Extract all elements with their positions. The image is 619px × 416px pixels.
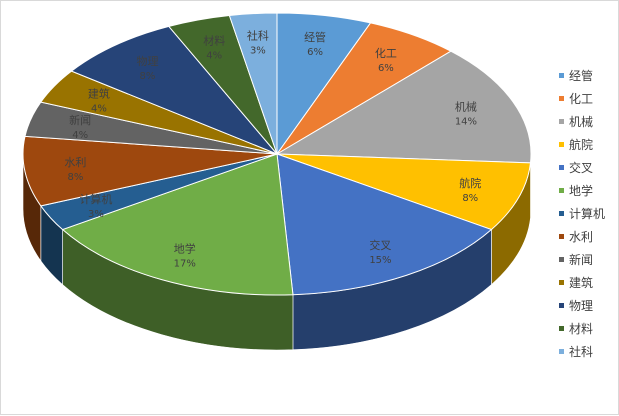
slice-6-label-name: 地学 <box>174 242 196 256</box>
slice-13 <box>228 12 278 155</box>
slice-10-label-value: 4% <box>91 104 107 115</box>
legend-label: 地学 <box>569 184 594 198</box>
slice-8 <box>22 135 278 207</box>
legend-swatch <box>559 257 564 262</box>
legend-label: 材料 <box>569 322 594 336</box>
legend-label: 物理 <box>569 299 594 313</box>
slice-11-label-name: 物理 <box>136 54 158 68</box>
legend-swatch <box>559 349 564 354</box>
slice-3 <box>275 50 532 164</box>
data-labels: 经管6% 化工6%机械14%航院8%交叉15%地学17%计算机3%水利8%新闻4%… <box>64 29 481 270</box>
slice-8-label-value: 8% <box>67 172 83 183</box>
legend-item-1: 经管 <box>559 64 617 87</box>
slice-12-label-name: 材料 <box>203 34 225 48</box>
legend-label: 航院 <box>569 138 594 152</box>
slice-9-label-name: 新闻 <box>69 113 91 127</box>
slice-13-label-value: 3% <box>250 46 266 57</box>
legend-swatch <box>559 96 564 101</box>
slice-11 <box>70 25 278 155</box>
legend-item-3: 机械 <box>559 110 617 133</box>
slice-13-label-name: 社科 <box>247 29 269 43</box>
legend-item-4: 航院 <box>559 133 617 156</box>
legend-item-11: 物理 <box>559 294 617 317</box>
legend-label: 社科 <box>569 345 594 359</box>
slice-3-label-value: 14% <box>455 116 477 127</box>
slice-4 <box>276 153 532 231</box>
legend-item-13: 社科 <box>559 340 617 363</box>
legend-swatch <box>559 326 564 331</box>
slice-3-label-name: 机械 <box>455 99 477 113</box>
legend-swatch <box>559 280 564 285</box>
pie-top <box>22 12 532 296</box>
slice-5-label-name: 交叉 <box>369 238 391 252</box>
slice-6-label-value: 17% <box>174 259 196 270</box>
legend-label: 水利 <box>569 230 594 244</box>
legend-label: 交叉 <box>569 161 594 175</box>
slice-10-label-name: 建筑 <box>88 87 110 101</box>
slice-5-label-value: 15% <box>369 255 391 266</box>
legend-swatch <box>559 303 564 308</box>
slice-9-label-value: 4% <box>72 130 88 141</box>
legend-label: 化工 <box>569 92 594 106</box>
legend-label: 计算机 <box>569 207 606 221</box>
legend-swatch <box>559 142 564 147</box>
legend-item-6: 地学 <box>559 179 617 202</box>
legend-item-12: 材料 <box>559 317 617 340</box>
legend-label: 经管 <box>569 69 594 83</box>
legend-swatch <box>559 211 564 216</box>
legend-item-10: 建筑 <box>559 271 617 294</box>
slice-2-label-name: 化工 <box>375 46 397 60</box>
legend-item-2: 化工 <box>559 87 617 110</box>
slice-7-label-value: 3% <box>88 209 104 220</box>
legend-item-5: 交叉 <box>559 156 617 179</box>
legend-swatch <box>559 234 564 239</box>
legend-label: 新闻 <box>569 253 594 267</box>
legend-label: 建筑 <box>569 276 594 290</box>
slice-6 <box>61 153 294 296</box>
legend-item-9: 新闻 <box>559 248 617 271</box>
legend-label: 机械 <box>569 115 594 129</box>
slice-4-label-name: 航院 <box>459 176 481 190</box>
slice-1-label-name: 经管 <box>304 30 326 44</box>
slice-12-label-value: 4% <box>206 51 222 62</box>
slice-1-label-value: 6% <box>307 47 323 58</box>
legend-swatch <box>559 165 564 170</box>
slice-8-label-name: 水利 <box>64 156 86 169</box>
slice-11-label-value: 8% <box>140 71 156 82</box>
legend: 经管化工机械航院交叉地学计算机水利新闻建筑物理材料社科 <box>559 64 617 363</box>
legend-swatch <box>559 119 564 124</box>
legend-swatch <box>559 73 564 78</box>
slice-5 <box>276 153 493 296</box>
legend-swatch <box>559 188 564 193</box>
slice-2-label-value: 6% <box>378 63 394 74</box>
legend-item-7: 计算机 <box>559 202 617 225</box>
slice-4-label-value: 8% <box>462 193 478 204</box>
legend-item-8: 水利 <box>559 225 617 248</box>
slice-7-label-name: 计算机 <box>79 192 112 206</box>
